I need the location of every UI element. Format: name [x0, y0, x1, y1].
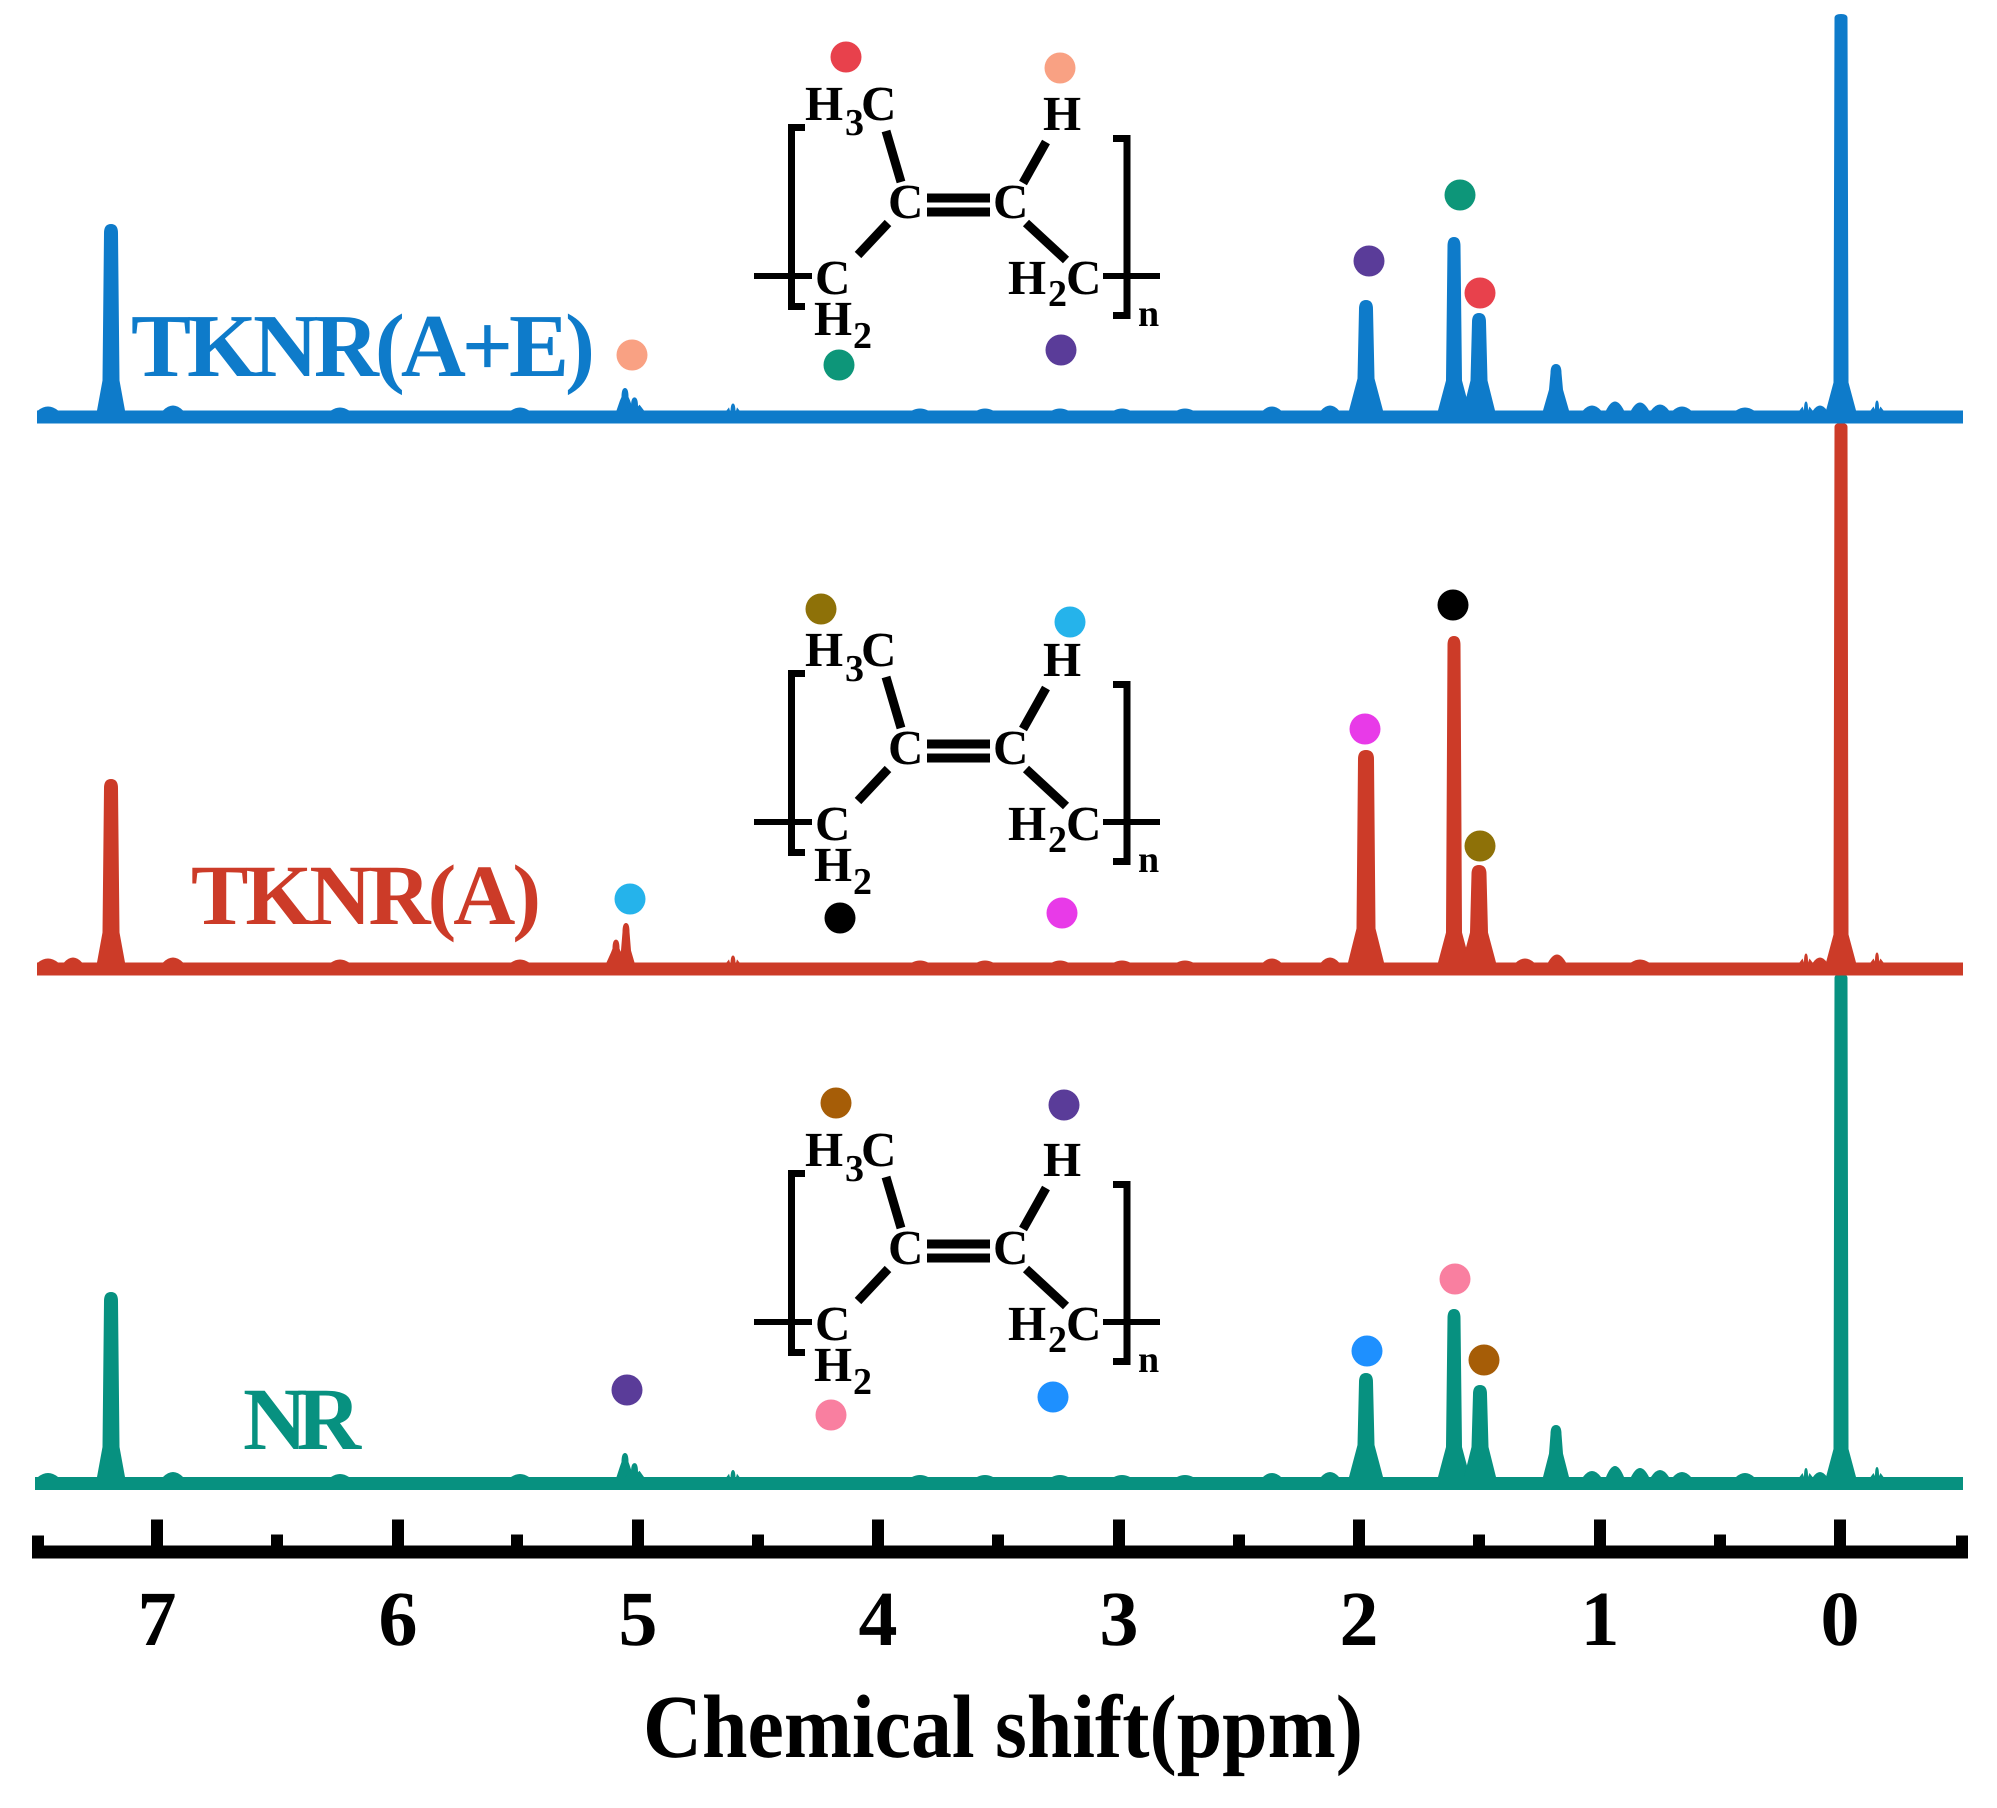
svg-text:H: H [805, 1122, 843, 1177]
svg-text:2: 2 [1048, 819, 1067, 861]
svg-text:3: 3 [845, 102, 864, 144]
svg-text:C: C [888, 174, 923, 229]
svg-text:H: H [1043, 632, 1081, 687]
svg-text:H: H [1008, 1296, 1046, 1351]
svg-text:C: C [888, 720, 923, 775]
svg-text:TKNR(A+E): TKNR(A+E) [131, 297, 595, 396]
svg-text:1: 1 [1581, 1575, 1620, 1662]
svg-text:7: 7 [138, 1575, 177, 1662]
svg-text:C: C [993, 174, 1028, 229]
svg-text:H: H [1043, 1132, 1081, 1187]
svg-text:3: 3 [845, 1148, 864, 1190]
svg-text:Chemical shift(ppm): Chemical shift(ppm) [643, 1678, 1363, 1777]
svg-text:C: C [1066, 1296, 1101, 1351]
svg-text:C: C [861, 76, 896, 131]
svg-text:6: 6 [379, 1575, 418, 1662]
svg-text:C: C [861, 622, 896, 677]
svg-text:C: C [1066, 250, 1101, 305]
svg-text:C: C [815, 250, 850, 305]
svg-text:C: C [888, 1220, 923, 1275]
svg-text:H: H [814, 291, 852, 346]
svg-text:2: 2 [853, 1361, 872, 1403]
svg-text:C: C [815, 796, 850, 851]
svg-text:5: 5 [619, 1575, 658, 1662]
svg-text:H: H [1043, 86, 1081, 141]
svg-text:H: H [1008, 796, 1046, 851]
svg-text:C: C [1066, 796, 1101, 851]
svg-text:4: 4 [859, 1575, 898, 1662]
svg-text:n: n [1138, 293, 1159, 335]
svg-text:C: C [815, 1296, 850, 1351]
svg-text:H: H [1008, 250, 1046, 305]
svg-text:0: 0 [1821, 1575, 1860, 1662]
svg-text:2: 2 [853, 861, 872, 903]
svg-text:2: 2 [1048, 273, 1067, 315]
svg-text:H: H [805, 622, 843, 677]
svg-text:H: H [814, 837, 852, 892]
svg-text:3: 3 [845, 648, 864, 690]
svg-text:H: H [814, 1337, 852, 1392]
svg-text:n: n [1138, 1339, 1159, 1381]
svg-text:3: 3 [1100, 1575, 1139, 1662]
svg-text:2: 2 [853, 315, 872, 357]
svg-text:C: C [993, 720, 1028, 775]
svg-text:n: n [1138, 839, 1159, 881]
svg-text:H: H [805, 76, 843, 131]
svg-text:C: C [861, 1122, 896, 1177]
svg-text:C: C [993, 1220, 1028, 1275]
svg-text:2: 2 [1340, 1575, 1379, 1662]
svg-text:TKNR(A): TKNR(A) [191, 847, 541, 943]
svg-text:2: 2 [1048, 1319, 1067, 1361]
svg-text:NR: NR [243, 1371, 363, 1469]
